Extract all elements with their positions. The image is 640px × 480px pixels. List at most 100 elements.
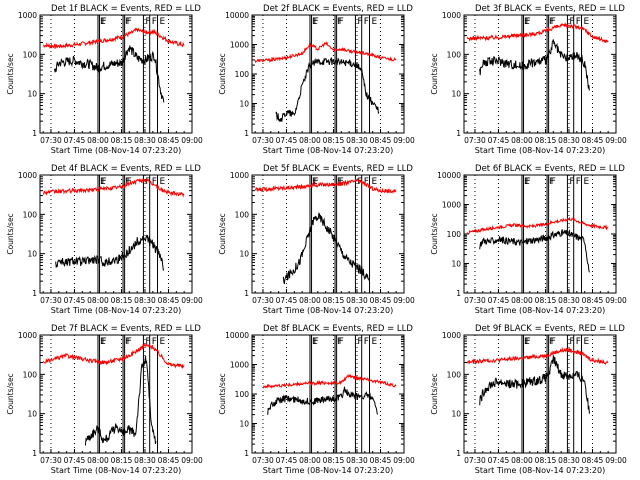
- detector-panel: Det 1f BLACK = Events, RED = LLD 07:30 07:…: [6, 4, 203, 155]
- y-tick-label: 100: [447, 50, 462, 59]
- x-tick-label: 07:30: [464, 296, 486, 305]
- y-tick-label: 100: [447, 230, 462, 239]
- x-tick-label: 07:30: [464, 456, 486, 465]
- y-tick-label: 1000: [18, 11, 37, 20]
- event-marker-label: F: [526, 177, 531, 187]
- lld-series-line: [42, 342, 185, 369]
- event-marker-label: F: [125, 17, 130, 27]
- x-tick-label: 08:30: [346, 456, 368, 465]
- plot-frame: [463, 334, 617, 454]
- x-tick-label: 08:15: [323, 296, 345, 305]
- event-marker-label: F: [526, 337, 531, 347]
- detector-panel: Det 5f BLACK = Events, RED = LLD 07:30 07:…: [218, 164, 415, 315]
- y-tick-label: 10: [27, 410, 37, 419]
- x-tick-label: 08:15: [111, 296, 133, 305]
- panel-title: Det 5f BLACK = Events, RED = LLD: [263, 164, 413, 174]
- x-tick-label: 08:00: [87, 136, 109, 145]
- event-marker-label: F: [102, 337, 107, 347]
- x-tick-label: 07:45: [64, 136, 86, 145]
- x-axis-label: Start Time (08-Nov-14 07:23:20): [51, 466, 181, 475]
- x-tick-label: 08:00: [87, 296, 109, 305]
- x-tick-label: 08:15: [535, 456, 557, 465]
- x-tick-label: 07:45: [488, 136, 510, 145]
- event-marker-label: E: [524, 177, 530, 187]
- event-marker-label: F: [314, 177, 319, 187]
- detector-panel: Det 9f BLACK = Events, RED = LLD 07:30 07:…: [430, 324, 627, 475]
- event-marker-label: F: [549, 17, 554, 27]
- y-tick-label: 1000: [442, 201, 461, 210]
- event-marker-label: F: [152, 17, 157, 27]
- y-tick-label: 1000: [18, 171, 37, 180]
- plot-frame: [251, 174, 405, 294]
- detector-panel: Det 7f BLACK = Events, RED = LLD 07:30 07:…: [6, 324, 203, 475]
- plot-frame: [39, 334, 193, 454]
- events-series-line: [53, 45, 165, 103]
- events-series-line: [275, 56, 380, 123]
- event-marker-label: F: [576, 17, 581, 27]
- events-series-line: [84, 356, 157, 446]
- x-tick-label: 07:30: [40, 296, 62, 305]
- x-tick-label: 08:15: [535, 296, 557, 305]
- x-tick-label: 08:30: [558, 136, 580, 145]
- y-tick-label: 10: [27, 250, 37, 259]
- x-tick-label: 08:00: [299, 136, 321, 145]
- y-tick-label: 100: [23, 210, 38, 219]
- x-tick-label: 09:00: [605, 456, 627, 465]
- x-tick-label: 08:45: [158, 296, 180, 305]
- x-tick-label: 08:45: [370, 296, 392, 305]
- x-tick-label: 07:45: [488, 456, 510, 465]
- event-marker-label: E: [584, 337, 590, 347]
- event-marker-label: E: [584, 17, 590, 27]
- event-marker-label: F: [152, 337, 157, 347]
- event-marker-label: E: [160, 177, 166, 187]
- detector-panel: Det 8f BLACK = Events, RED = LLD 07:30 07:…: [218, 324, 415, 475]
- y-tick-label: 10: [239, 420, 249, 429]
- x-tick-label: 09:00: [181, 136, 203, 145]
- x-axis-label: Start Time (08-Nov-14 07:23:20): [51, 146, 181, 155]
- y-tick-label: 1: [456, 289, 461, 298]
- event-marker-label: F: [102, 17, 107, 27]
- x-tick-label: 09:00: [605, 136, 627, 145]
- event-marker-label: F: [102, 177, 107, 187]
- x-tick-label: 08:15: [111, 456, 133, 465]
- event-marker-label: E: [312, 17, 318, 27]
- y-tick-label: 10: [239, 250, 249, 259]
- lld-series-line: [254, 40, 397, 64]
- event-marker-label: E: [372, 177, 378, 187]
- x-tick-label: 08:15: [323, 136, 345, 145]
- event-marker-label: F: [526, 17, 531, 27]
- event-marker-label: F: [357, 337, 362, 347]
- x-tick-label: 08:30: [558, 296, 580, 305]
- panel-title: Det 9f BLACK = Events, RED = LLD: [475, 324, 625, 334]
- panel-title: Det 8f BLACK = Events, RED = LLD: [263, 324, 413, 334]
- x-tick-label: 08:45: [582, 296, 604, 305]
- y-axis-label: Counts/sec: [218, 373, 227, 414]
- event-marker-label: F: [145, 17, 150, 27]
- plot-frame: [251, 14, 405, 134]
- plot-frame: [251, 334, 405, 454]
- panel-title: Det 3f BLACK = Events, RED = LLD: [475, 4, 625, 14]
- x-tick-label: 08:00: [87, 456, 109, 465]
- y-tick-label: 100: [23, 50, 38, 59]
- y-axis-label: Counts/sec: [6, 53, 15, 94]
- x-tick-label: 08:15: [323, 456, 345, 465]
- event-marker-label: F: [339, 177, 344, 187]
- event-marker-label: F: [576, 337, 581, 347]
- event-marker-label: E: [160, 17, 166, 27]
- event-marker-label: F: [337, 177, 342, 187]
- plot-frame: [39, 174, 193, 294]
- y-axis-label: Counts/sec: [430, 213, 439, 254]
- event-marker-label: E: [100, 337, 106, 347]
- y-tick-label: 1000: [230, 41, 249, 50]
- event-marker-label: E: [372, 337, 378, 347]
- lld-series-line: [466, 22, 609, 44]
- event-marker-label: E: [524, 337, 530, 347]
- y-tick-label: 1: [244, 129, 249, 138]
- x-tick-label: 09:00: [605, 296, 627, 305]
- event-marker-label: F: [549, 177, 554, 187]
- x-tick-label: 07:45: [64, 456, 86, 465]
- x-axis-label: Start Time (08-Nov-14 07:23:20): [475, 306, 605, 315]
- x-tick-label: 08:00: [511, 136, 533, 145]
- y-tick-label: 100: [447, 370, 462, 379]
- y-axis-label: Counts/sec: [6, 373, 15, 414]
